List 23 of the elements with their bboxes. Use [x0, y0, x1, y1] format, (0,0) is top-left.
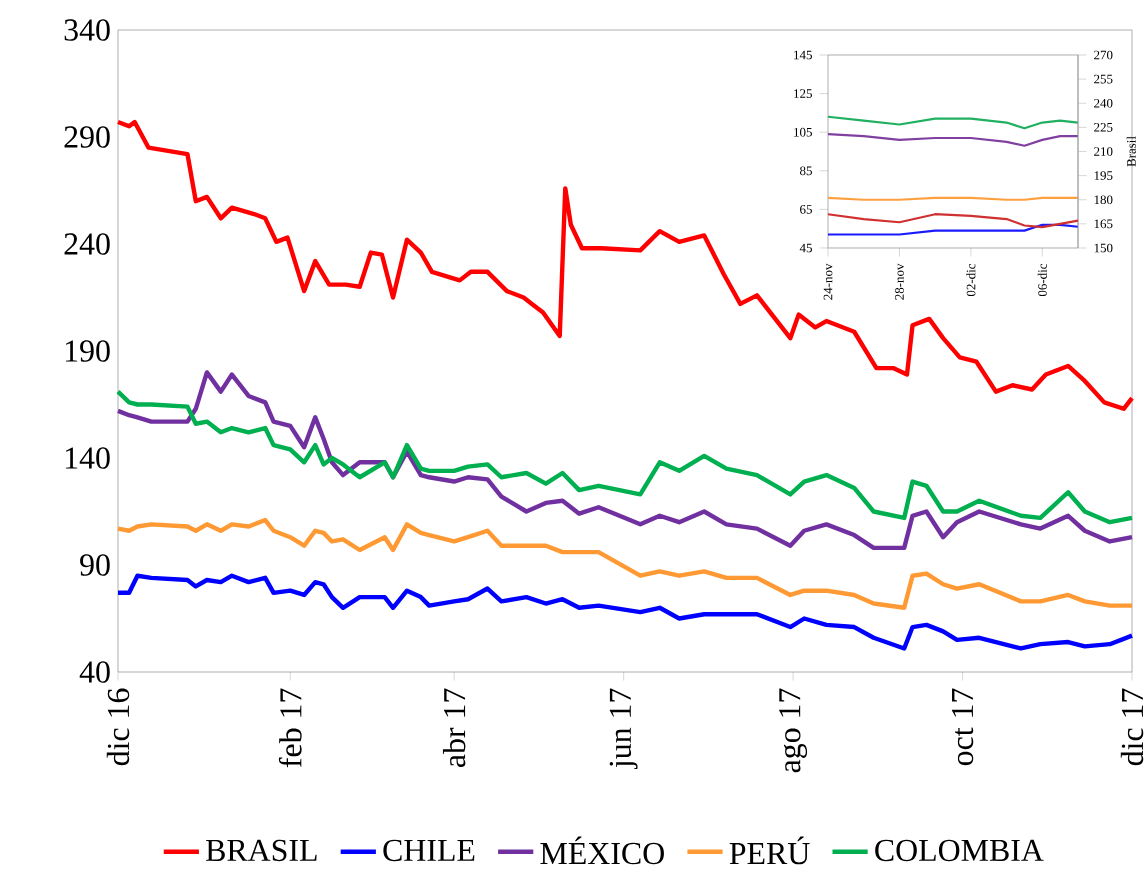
y-tick-label: 90 — [80, 554, 110, 576]
y-tick-label: 340 — [64, 19, 110, 41]
line-series — [115, 119, 1135, 411]
x-tick-label: dic 17 — [1120, 688, 1144, 766]
y-tick-label: 190 — [65, 340, 110, 362]
y-tick-label: 40 — [79, 661, 110, 683]
line-series — [826, 213, 1080, 229]
legend-label: MÉXICO — [540, 836, 664, 865]
legend-label: PERÚ — [729, 836, 810, 865]
y-tick-label: 240 — [64, 233, 110, 255]
x-tick-label: dic 16 — [106, 688, 130, 766]
legend-label: CHILE — [383, 839, 475, 862]
line-series — [115, 389, 1135, 525]
x-tick-label: ago 17 — [779, 688, 808, 773]
x-tick-label: jun 17 — [609, 688, 638, 770]
y-tick-label: 140 — [65, 447, 110, 469]
legend-label: COLOMBIA — [875, 839, 1044, 862]
x-tick-label: oct 17 — [951, 688, 974, 766]
x-tick-label: abr 17 — [442, 688, 466, 767]
line-series — [115, 370, 1135, 551]
x-tick-label: feb 17 — [278, 688, 302, 768]
legend-label: BRASIL — [206, 839, 317, 862]
y-tick-label: 290 — [64, 126, 110, 148]
